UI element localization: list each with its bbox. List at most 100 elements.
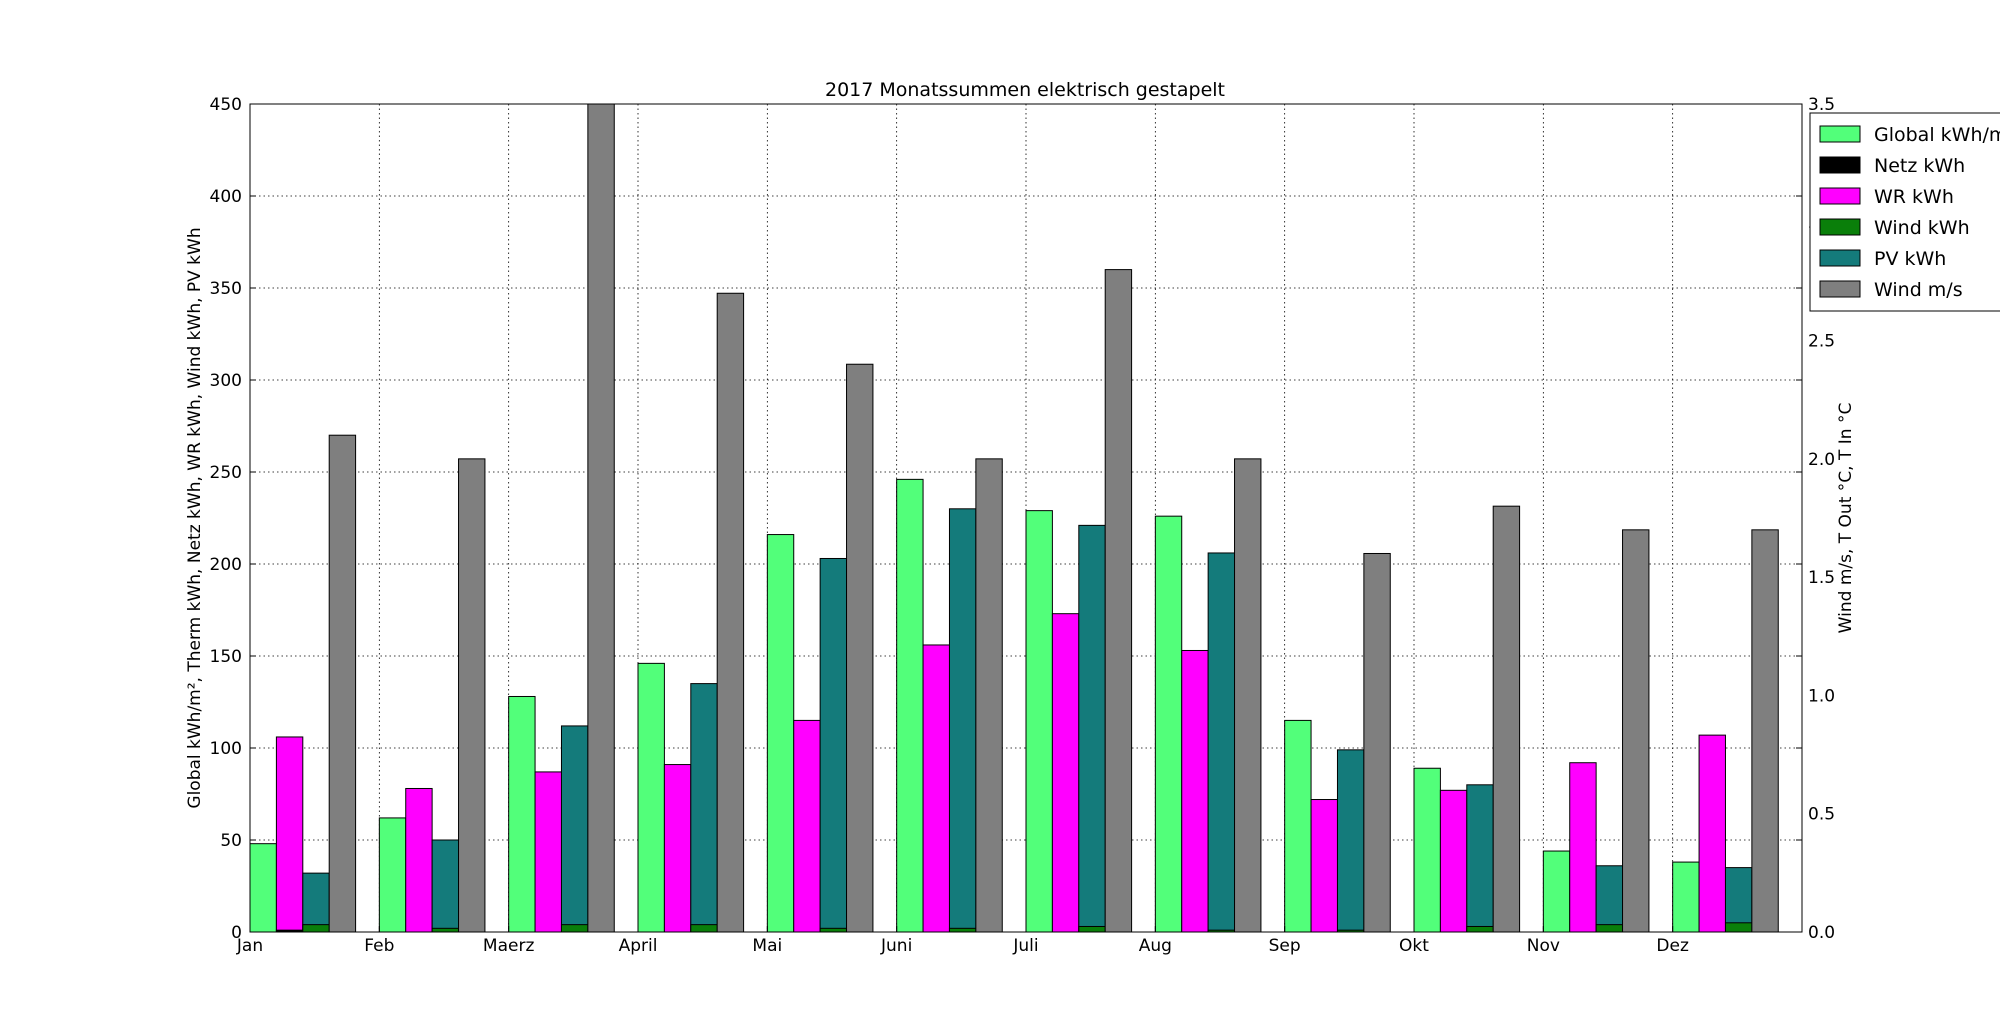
bar-global-juli [1025, 510, 1053, 933]
y-tick-label: 50 [220, 831, 242, 851]
y-axis-left: 0 50 100 150 200 250 300 350 400 450 [210, 95, 1802, 943]
bar-wr-feb [405, 787, 433, 933]
y2-axis-label: Wind m/s, T Out °C, T In °C [1836, 403, 1856, 634]
y2-tick-label: 2.0 [1808, 450, 1835, 470]
bar-wr-nov [1569, 762, 1597, 933]
bar-wind-ms-mai [846, 363, 874, 933]
bar-pv-okt [1466, 784, 1494, 933]
y2-tick-label: 0.5 [1808, 805, 1835, 825]
bar-wind-kwh-juni [948, 927, 977, 933]
legend-swatch-wind-kwh [1819, 218, 1861, 236]
bar-wr-april [663, 764, 692, 933]
y2-tick-label: 1.0 [1808, 686, 1835, 706]
x-tick-label: Dez [1656, 936, 1689, 956]
y2-tick-label: 1.5 [1808, 568, 1835, 588]
bar-wind-kwh-juli [1078, 925, 1106, 933]
bar-wind-kwh-dez [1724, 922, 1753, 933]
bar-wind-kwh-nov [1595, 924, 1624, 933]
bar-global-dez [1672, 861, 1700, 933]
x-tick-label: Maerz [483, 936, 535, 956]
bar-wind-ms-maerz [587, 103, 615, 933]
x-tick-label: Nov [1527, 936, 1560, 956]
bar-wr-sep [1310, 799, 1338, 933]
bar-wr-juni [922, 644, 950, 933]
x-tick-label: April [619, 936, 658, 956]
bar-pv-jan [302, 872, 330, 933]
bar-pv-feb [431, 839, 460, 933]
y2-tick-label: 3.5 [1808, 95, 1835, 115]
bar-pv-mai [819, 557, 848, 933]
x-tick-label: Mai [752, 936, 782, 956]
x-tick-label: Aug [1139, 936, 1172, 956]
legend-box [1809, 112, 2000, 312]
bar-wind-kwh-okt [1466, 925, 1494, 933]
bars [249, 103, 1779, 933]
bar-wind-kwh-maerz [560, 924, 589, 933]
legend-label-pv-kwh: PV kWh [1874, 248, 1946, 270]
x-tick-label: Sep [1269, 936, 1301, 956]
bar-pv-juni [948, 508, 977, 933]
bar-wind-kwh-jan [302, 924, 330, 933]
y-tick-label: 150 [210, 647, 242, 667]
bar-wind-ms-jan [328, 434, 357, 933]
bar-pv-juli [1078, 524, 1106, 933]
legend-label-wind-kwh: Wind kWh [1874, 217, 1970, 239]
legend-swatch-netz-kwh [1819, 156, 1861, 174]
bar-wind-ms-nov [1622, 529, 1650, 933]
bar-wind-ms-juli [1104, 269, 1133, 933]
x-tick-label: Juli [1012, 936, 1038, 956]
bar-wr-aug [1181, 649, 1209, 933]
bar-global-maerz [508, 695, 536, 933]
bar-pv-april [690, 683, 718, 933]
legend-swatch-pv-kwh [1819, 249, 1861, 267]
legend-label-global-kwh-m: Global kWh/m² [1874, 124, 2000, 146]
y-axis-label: Global kWh/m², Therm kWh, Netz kWh, WR k… [185, 227, 205, 808]
bar-wr-mai [793, 719, 821, 933]
legend: Global kWh/m² Netz kWh WR kWh Wind kWh PV kW… [1809, 112, 2000, 312]
y2-tick-label: 0.0 [1808, 923, 1835, 943]
bar-global-mai [766, 534, 795, 933]
bar-wr-juli [1051, 613, 1080, 933]
legend-label-wind-m-s: Wind m/s [1874, 279, 1963, 301]
bar-pv-sep [1336, 749, 1365, 933]
y-tick-label: 200 [210, 555, 242, 575]
legend-label-wr-kwh: WR kWh [1874, 186, 1954, 208]
y-tick-label: 350 [210, 279, 242, 299]
bar-wind-kwh-feb [431, 927, 460, 933]
legend-label-netz-kwh: Netz kWh [1874, 155, 1965, 177]
y-tick-label: 450 [210, 95, 242, 115]
y-tick-label: 100 [210, 739, 242, 759]
bar-global-sep [1284, 719, 1312, 933]
bar-global-juni [896, 478, 924, 933]
bar-pv-maerz [560, 725, 589, 933]
bar-wind-ms-april [716, 292, 745, 933]
bar-wind-ms-juni [975, 458, 1003, 933]
bar-global-nov [1542, 850, 1571, 933]
bar-wr-maerz [534, 771, 562, 933]
x-tick-label: Jan [236, 936, 263, 956]
y-tick-label: 400 [210, 187, 242, 207]
bar-wind-ms-feb [458, 458, 486, 933]
legend-swatch-global-kwh-m [1819, 125, 1861, 143]
y-tick-label: 300 [210, 371, 242, 391]
bar-global-april [637, 662, 665, 933]
bar-wind-ms-dez [1751, 529, 1779, 933]
bar-global-jan [249, 843, 277, 933]
bar-global-feb [378, 817, 407, 933]
legend-swatch-wind-m-s [1819, 280, 1861, 298]
chart-title: 2017 Monatssummen elektrisch gestapelt [825, 79, 1225, 101]
bar-pv-nov [1595, 865, 1624, 933]
bar-pv-aug [1207, 552, 1236, 933]
bar-wind-ms-aug [1234, 458, 1262, 933]
bar-wind-kwh-april [690, 924, 718, 933]
legend-swatch-wr-kwh [1819, 187, 1861, 205]
bar-global-okt [1413, 767, 1441, 933]
bar-wr-dez [1698, 734, 1726, 933]
x-tick-label: Feb [364, 936, 394, 956]
y-tick-label: 0 [231, 923, 242, 943]
bar-wind-kwh-mai [819, 927, 848, 933]
bar-wind-ms-okt [1492, 505, 1521, 933]
y2-tick-label: 2.5 [1808, 332, 1835, 352]
bar-wind-ms-sep [1363, 552, 1391, 933]
